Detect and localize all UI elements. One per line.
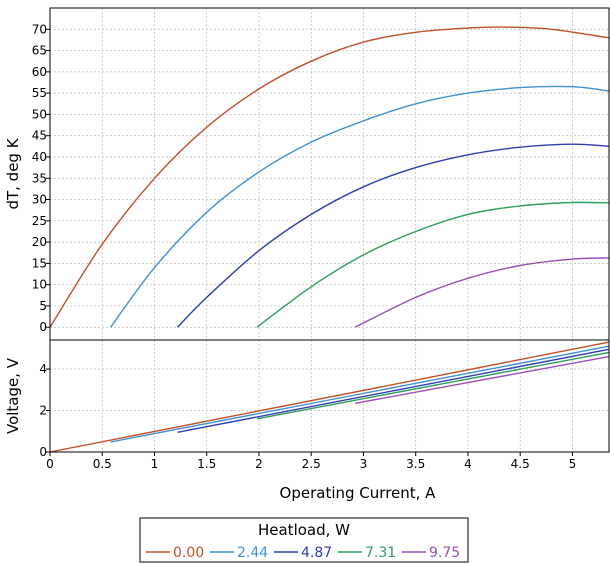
xtick-label-0: 0: [46, 457, 54, 471]
xtick-label-8: 4: [464, 457, 472, 471]
dt-ytick-label-8: 40: [32, 150, 47, 164]
voltage-series-7.31: [256, 351, 610, 420]
dt-series-9.75: [354, 257, 610, 328]
legend-label-4.87: 4.87: [301, 545, 332, 561]
xtick-label-7: 3.5: [406, 457, 425, 471]
voltage-series-2.44: [110, 345, 610, 443]
dt-ytick-label-4: 20: [32, 235, 47, 249]
dt-ytick-label-2: 10: [32, 278, 47, 292]
legend: Heatload, W 0.00 2.44 4.87 7.31 9.75: [139, 517, 469, 563]
dt-ytick-label-1: 5: [39, 299, 47, 313]
dt-ytick-label-12: 60: [32, 65, 47, 79]
legend-label-2.44: 2.44: [237, 545, 268, 561]
xtick-label-4: 2: [255, 457, 263, 471]
dt-frame: [49, 7, 610, 341]
dt-ytick-label-7: 35: [32, 171, 47, 185]
voltage-ylabel: Voltage, V: [4, 357, 22, 434]
xtick-label-5: 2.5: [302, 457, 321, 471]
legend-label-0.00: 0.00: [173, 545, 204, 561]
voltage-ytick-label-2: 4: [39, 362, 47, 376]
dt-ytick-label-11: 55: [32, 86, 47, 100]
voltage-frame: [49, 339, 610, 453]
voltage-ytick-label-1: 2: [39, 404, 47, 418]
dt-ytick-label-14: 70: [32, 22, 47, 36]
dt-ytick-label-13: 65: [32, 44, 47, 58]
xtick-label-10: 5: [569, 457, 577, 471]
dt-ytick-label-5: 25: [32, 214, 47, 228]
dt-series-7.31: [256, 201, 610, 328]
voltage-series-0.00: [49, 341, 610, 453]
dt-series-2.44: [110, 85, 610, 328]
xtick-label-6: 3: [360, 457, 368, 471]
dt-ytick-label-0: 0: [39, 320, 47, 334]
voltage-series-4.87: [177, 348, 610, 433]
dt-ytick-label-10: 50: [32, 107, 47, 121]
voltage-plot: 0 2 4 Voltage, V 0 0.5 1 1.5 2 2.5 3 3.5 4 4.5 5 Operat…: [4, 339, 610, 502]
legend-title: Heatload, W: [258, 521, 350, 539]
xtick-label-2: 1: [151, 457, 159, 471]
dt-ytick-label-6: 30: [32, 193, 47, 207]
dt-plot: 0 5 10 15 20 25 30 35 40 45 50 55 60 65 70 dT, deg K: [4, 7, 610, 341]
dt-ylabel: dT, deg K: [4, 137, 22, 209]
dt-series-0.00: [49, 26, 610, 328]
legend-box: [139, 517, 469, 563]
xtick-label-9: 4.5: [511, 457, 530, 471]
voltage-ytick-label-0: 0: [39, 445, 47, 459]
dt-series-4.87: [176, 143, 610, 328]
legend-label-9.75: 9.75: [429, 545, 460, 561]
xtick-label-3: 1.5: [197, 457, 216, 471]
xtick-label-1: 0.5: [93, 457, 112, 471]
voltage-series-9.75: [354, 355, 610, 404]
xlabel: Operating Current, A: [280, 484, 437, 502]
dt-ytick-label-9: 45: [32, 129, 47, 143]
dt-ytick-label-3: 15: [32, 256, 47, 270]
legend-label-7.31: 7.31: [365, 545, 396, 561]
